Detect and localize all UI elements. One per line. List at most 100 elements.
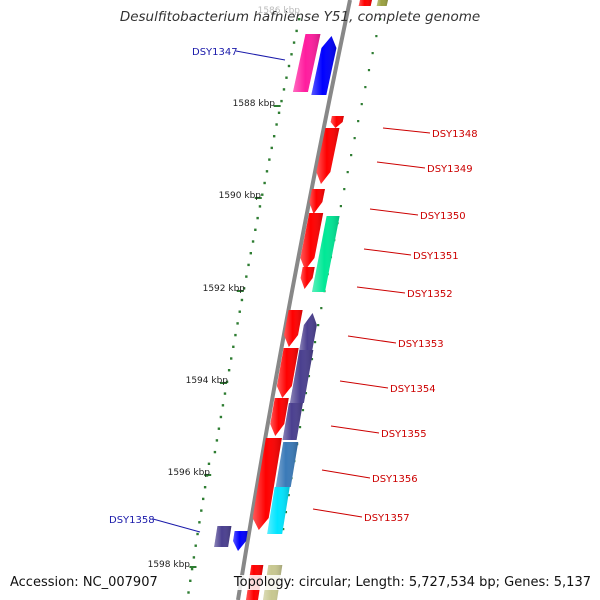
gene-dsy1350-shade bbox=[309, 189, 325, 214]
leader-line bbox=[321, 469, 371, 479]
gene-label-dsy1350[interactable]: DSY1350 bbox=[420, 211, 466, 222]
scale-tick bbox=[230, 357, 233, 360]
gene-label-dsy1352[interactable]: DSY1352 bbox=[407, 289, 453, 300]
scale-tick bbox=[232, 345, 235, 348]
scale-label: 1592 kbp bbox=[203, 284, 246, 294]
scale-tick bbox=[223, 392, 227, 395]
leader-line bbox=[356, 286, 406, 294]
scale-tick bbox=[292, 41, 296, 44]
outer-tick bbox=[350, 154, 353, 157]
scale-tick bbox=[203, 486, 207, 489]
scale-tick bbox=[238, 310, 241, 313]
outer-tick bbox=[304, 392, 308, 395]
scale-tick bbox=[242, 287, 246, 290]
scale-tick bbox=[198, 521, 201, 524]
scale-tick bbox=[272, 135, 276, 138]
scale-tick bbox=[236, 322, 239, 325]
gene-label-dsy1354[interactable]: DSY1354 bbox=[390, 384, 436, 395]
outer-tick bbox=[371, 52, 374, 55]
scale-tick bbox=[270, 146, 273, 150]
scale-tick bbox=[196, 532, 199, 536]
gene-label-dsy1349[interactable]: DSY1349 bbox=[427, 164, 473, 175]
outer-tick bbox=[353, 137, 356, 140]
scale-tick bbox=[275, 123, 278, 126]
gene-dsy1358-shade bbox=[214, 526, 232, 547]
outer-tick bbox=[284, 511, 288, 514]
gene-green-shade bbox=[311, 216, 340, 292]
leader-line bbox=[376, 161, 426, 169]
leader-line bbox=[235, 50, 286, 61]
scale-tick bbox=[280, 99, 283, 103]
gene-dsy1353-shade bbox=[284, 310, 303, 347]
gene-label-dsy1348[interactable]: DSY1348 bbox=[432, 129, 478, 140]
scale-tick bbox=[189, 579, 192, 582]
map-title: Desulfitobacterium hafniense Y51, comple… bbox=[119, 9, 481, 25]
scale-labels: 1588 kbp 1590 kbp 1592 kbp 1594 kbp 1596 kbp… bbox=[148, 6, 301, 570]
gene-blue-up-shade bbox=[311, 36, 337, 95]
scale-tick bbox=[245, 275, 248, 278]
scale-tick bbox=[258, 205, 262, 208]
outer-tick bbox=[310, 358, 314, 361]
scale-tick bbox=[227, 369, 231, 372]
scale-tick bbox=[263, 181, 266, 185]
scale-tick bbox=[240, 298, 244, 302]
gene-label-dsy1358[interactable]: DSY1358 bbox=[109, 515, 155, 526]
leader-line bbox=[363, 248, 412, 256]
gene-label-dsy1351[interactable]: DSY1351 bbox=[413, 251, 459, 262]
gene-label-dsy1357[interactable]: DSY1357 bbox=[364, 513, 410, 524]
outer-tick bbox=[339, 205, 342, 208]
outer-tick bbox=[360, 103, 363, 106]
outer-tick bbox=[313, 341, 317, 344]
outer-tick bbox=[298, 426, 302, 429]
scale-tick bbox=[247, 263, 250, 267]
gene-slate-1-shade bbox=[299, 313, 317, 350]
scale-tick bbox=[287, 64, 291, 68]
scale-tick bbox=[225, 380, 229, 384]
gene-dsy1349-shade bbox=[316, 128, 340, 184]
scale-tick bbox=[249, 252, 253, 255]
scale-tick bbox=[295, 29, 298, 33]
scale-tick bbox=[207, 462, 211, 465]
leader-line bbox=[382, 127, 431, 134]
accession-text: Accession: NC_007907 bbox=[10, 575, 158, 590]
leader-line bbox=[152, 518, 201, 533]
genome-backbone bbox=[236, 0, 352, 600]
gene-slate-2-shade bbox=[289, 350, 314, 403]
outer-tick bbox=[378, 18, 382, 21]
scale-tick bbox=[213, 450, 217, 454]
scale-label: 1590 kbp bbox=[219, 191, 262, 201]
gene-blue-2-shade bbox=[233, 531, 248, 551]
leader-line bbox=[369, 208, 419, 216]
gene-labels: DSY1347 DSY1348 DSY1349 DSY1350 DSY1351 DSY13… bbox=[109, 47, 478, 533]
gene-magenta-shade bbox=[292, 34, 321, 92]
scale-tick bbox=[194, 544, 197, 547]
scale-tick bbox=[234, 333, 237, 337]
gene-partial-red-shade bbox=[358, 0, 372, 6]
scale-tick bbox=[201, 497, 205, 501]
gene-dsy1352-shade bbox=[300, 267, 315, 289]
genome-summary: Topology: circular; Length: 5,727,534 bp… bbox=[233, 575, 591, 590]
gene-steel-shade bbox=[275, 442, 299, 487]
outer-tick bbox=[320, 307, 323, 310]
scale-label: 1598 kbp bbox=[148, 560, 191, 570]
scale-tick bbox=[261, 193, 264, 196]
scale-label: 1594 kbp bbox=[186, 376, 229, 386]
gene-label-dsy1347[interactable]: DSY1347 bbox=[192, 47, 238, 58]
scale-label: 1596 kbp bbox=[168, 468, 211, 478]
scale-tick bbox=[277, 111, 281, 114]
scale-tick bbox=[221, 404, 225, 407]
gene-partial-olive-shade bbox=[376, 0, 388, 6]
outer-tick bbox=[307, 375, 311, 378]
scale-tick bbox=[215, 439, 219, 442]
scale-tick bbox=[251, 240, 255, 243]
gene-label-dsy1353[interactable]: DSY1353 bbox=[398, 339, 444, 350]
outer-tick bbox=[301, 409, 305, 412]
outer-tick bbox=[317, 324, 320, 327]
gene-label-dsy1356[interactable]: DSY1356 bbox=[372, 474, 418, 485]
gene-cyan-shade bbox=[267, 487, 290, 534]
gene-label-dsy1355[interactable]: DSY1355 bbox=[381, 429, 427, 440]
gene-dsy1355-shade bbox=[270, 398, 289, 436]
outer-tick bbox=[375, 35, 378, 38]
gene-features bbox=[214, 0, 388, 600]
